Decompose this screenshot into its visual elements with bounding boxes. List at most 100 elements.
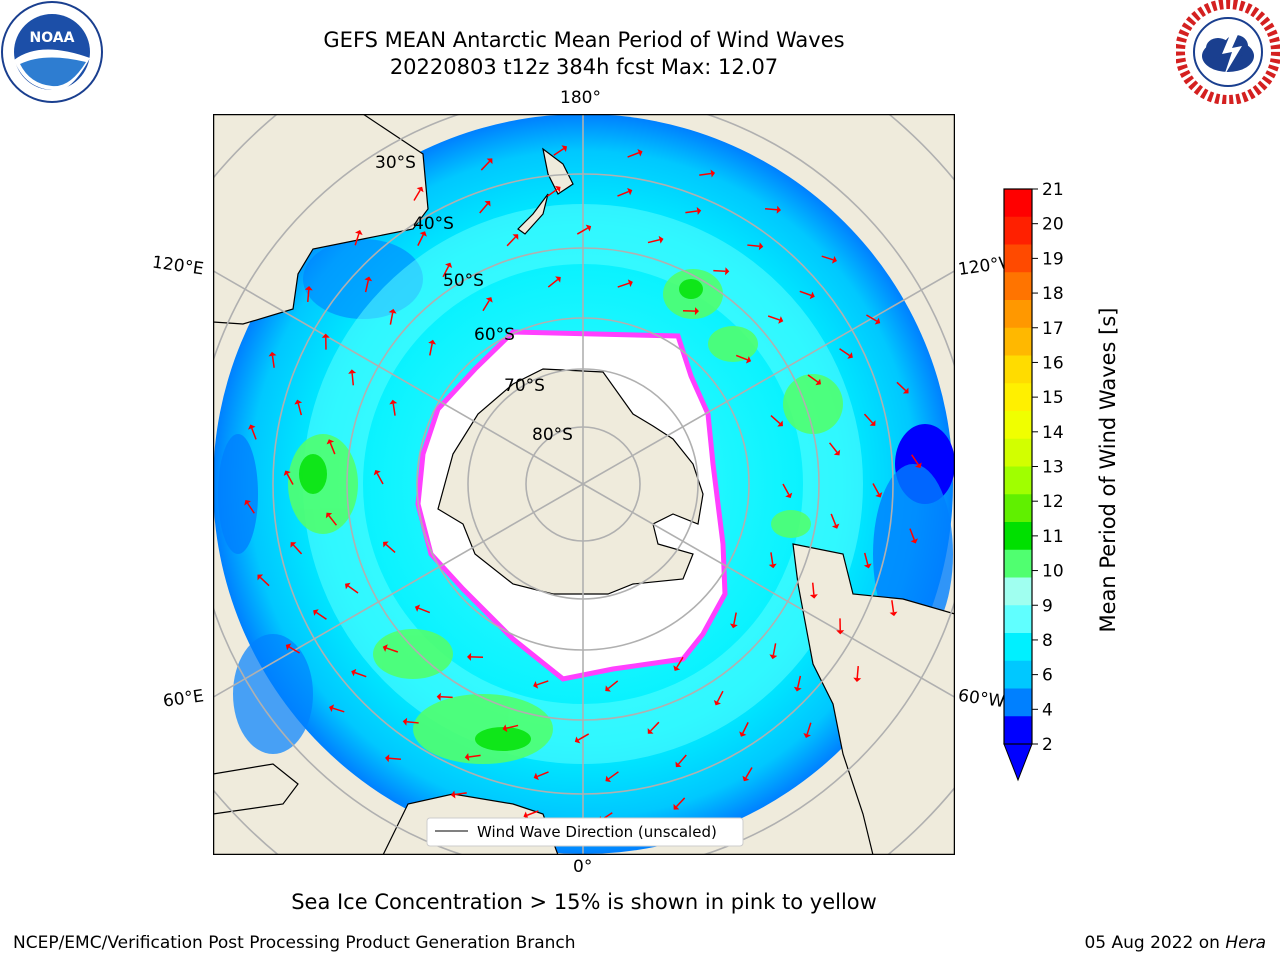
colorbar-extend-arrow [1003, 743, 1033, 782]
wave-direction-arrowhead [257, 574, 264, 581]
wave-direction-arrowhead [512, 234, 519, 240]
wave-direction-arrow [713, 269, 726, 272]
wave-direction-arrow [297, 403, 303, 416]
wave-direction-arrow [745, 767, 753, 779]
wave-direction-arrow [699, 172, 712, 176]
wave-direction-arrow [553, 148, 565, 156]
wave-direction-arrow [347, 585, 359, 594]
wave-direction-arrow [764, 208, 778, 211]
wave-direction-arrowhead [428, 339, 437, 345]
wave-direction-arrowhead [713, 700, 721, 706]
wave-direction-arrow [316, 611, 327, 620]
legend-label: Wind Wave Direction (unscaled) [477, 823, 717, 841]
colorbar-swatch [1004, 716, 1032, 745]
lat-label-30: 30°S [375, 153, 416, 173]
wave-direction-arrowhead [294, 399, 303, 405]
wave-direction-arrow [782, 483, 790, 495]
wave-direction-arrow [796, 675, 802, 688]
colorbar-tick-label: 21 [1042, 180, 1064, 200]
wave-direction-arrowhead [902, 387, 909, 394]
wave-direction-arrowhead [416, 186, 424, 193]
wave-direction-arrowhead [776, 205, 782, 214]
wave-direction-arrowhead [809, 594, 818, 599]
wave-direction-arrowhead [268, 351, 277, 357]
colorbar-tick-label: 4 [1042, 700, 1053, 720]
wave-direction-arrow [386, 647, 399, 653]
wave-direction-arrowhead [785, 492, 793, 499]
wave-direction-arrow [536, 680, 549, 686]
wave-direction-arrow [617, 190, 629, 197]
wave-direction-arrowhead [694, 307, 699, 316]
colorbar-tick-label: 19 [1042, 249, 1064, 269]
wave-direction-arrow [747, 244, 760, 248]
wave-direction-arrowhead [710, 169, 716, 178]
wave-direction-arrowhead [574, 736, 581, 744]
colorbar-tick-label: 6 [1042, 666, 1053, 686]
colorbar-swatch [1004, 438, 1032, 467]
colorbar-label: Mean Period of Wind Waves [s] [1096, 308, 1120, 633]
wave-direction-arrow [429, 343, 433, 356]
wave-direction-arrow [607, 680, 619, 690]
wave-direction-arrowhead [533, 772, 539, 781]
lat-label-40: 40°S [413, 214, 454, 234]
wave-direction-arrowhead [673, 803, 680, 810]
lat-label-70: 70°S [504, 376, 545, 396]
colorbar-swatches [1004, 189, 1032, 745]
wave-direction-arrowhead [769, 654, 778, 660]
wave-direction-arrowhead [523, 811, 529, 819]
colorbar-swatch [1004, 660, 1032, 689]
wave-direction-arrowhead [605, 775, 612, 783]
colorbar-tick-label: 8 [1042, 631, 1053, 651]
wave-direction-arrow [807, 374, 819, 383]
wave-direction-arrow [742, 722, 749, 734]
wave-direction-arrowhead [725, 267, 730, 276]
wave-direction-arrowhead [355, 230, 363, 236]
wave-direction-arrowhead [833, 449, 841, 456]
wave-direction-arrowhead [863, 563, 872, 569]
wind-wave-direction-arrows [244, 145, 922, 823]
wave-direction-arrow [417, 234, 424, 246]
wave-direction-arrow [454, 792, 467, 796]
wave-direction-arrow [576, 227, 589, 235]
colorbar-tick-label: 10 [1042, 562, 1064, 582]
wave-direction-arrow [733, 612, 737, 625]
wave-direction-arrow [821, 255, 834, 261]
wave-direction-arrowhead [389, 399, 398, 405]
wave-direction-arrowhead [351, 668, 357, 677]
wave-direction-arrow [772, 643, 777, 656]
wave-direction-arrow [811, 582, 815, 595]
colorbar-swatch [1004, 605, 1032, 634]
nws-logo-icon [1176, 0, 1280, 104]
wave-direction-arrowhead [450, 790, 456, 799]
wave-direction-arrow [292, 544, 303, 555]
australia [213, 114, 429, 325]
lat-label-50: 50°S [443, 271, 484, 291]
wave-direction-arrowhead [729, 623, 738, 629]
wave-direction-arrow [806, 722, 812, 735]
wave-direction-arrowhead [815, 378, 822, 386]
wave-direction-arrow [482, 300, 490, 312]
colorbar-swatch [1004, 189, 1032, 218]
wave-direction-arrow [650, 721, 660, 732]
wave-direction-arrow [872, 483, 880, 495]
map-legend: Wind Wave Direction (unscaled) [426, 817, 744, 847]
chart-subtitle: 20220803 t12z 384h fcst Max: 12.07 [389, 55, 779, 79]
wave-direction-arrowhead [745, 356, 752, 364]
wave-direction-arrowhead [555, 276, 561, 283]
wave-direction-arrow [440, 696, 453, 699]
wave-direction-arrowhead [777, 420, 783, 427]
wave-direction-arrowhead [533, 681, 539, 689]
wave-direction-arrow [376, 473, 384, 485]
wave-direction-arrow [413, 189, 421, 201]
wave-direction-arrow [617, 282, 630, 288]
wave-direction-arrow [364, 280, 370, 293]
colorbar-swatch [1004, 466, 1032, 495]
wave-direction-arrow [909, 528, 915, 541]
wave-direction-arrowhead [874, 317, 881, 325]
wave-direction-arrowhead [847, 352, 853, 359]
wave-direction-arrowhead [382, 644, 388, 652]
wave-direction-arrow [577, 733, 590, 741]
wave-direction-arrowhead [445, 262, 453, 268]
wave-direction-arrow [351, 373, 355, 386]
wave-direction-arrowhead [768, 563, 777, 569]
